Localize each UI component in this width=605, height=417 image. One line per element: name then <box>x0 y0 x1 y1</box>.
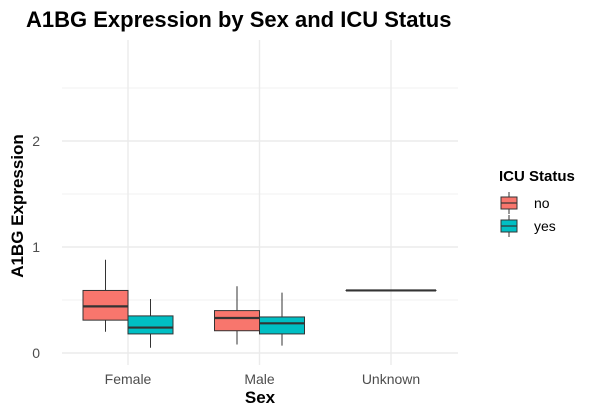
box-no-female <box>82 259 129 332</box>
y-tick-label: 2 <box>32 133 40 149</box>
box-body <box>214 310 260 332</box>
box-body <box>127 315 174 335</box>
plot-area: 0 1 2 Female Male Unknown <box>32 40 458 387</box>
x-tick-label: Unknown <box>362 371 420 387</box>
legend-item-yes: yes <box>500 215 556 237</box>
y-tick-label: 1 <box>32 239 40 255</box>
legend-label: no <box>534 195 550 211</box>
legend-item-no: no <box>500 192 550 214</box>
y-axis-title: A1BG Expression <box>8 134 27 278</box>
box-body <box>259 316 305 335</box>
y-tick-label: 0 <box>32 345 40 361</box>
legend: ICU Status no yes <box>499 168 575 237</box>
box-no-male <box>214 286 260 345</box>
box-yes-male <box>259 292 305 346</box>
x-tick-label: Male <box>244 371 275 387</box>
legend-label: yes <box>534 218 556 234</box>
box-yes-female <box>127 298 174 348</box>
x-axis-title: Sex <box>245 388 276 407</box>
x-tick-label: Female <box>105 371 152 387</box>
chart-title: A1BG Expression by Sex and ICU Status <box>26 7 451 32</box>
legend-title: ICU Status <box>499 168 575 185</box>
